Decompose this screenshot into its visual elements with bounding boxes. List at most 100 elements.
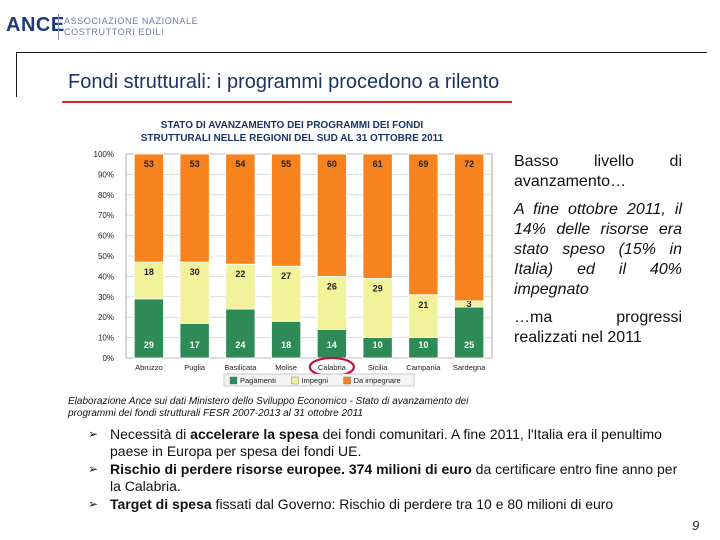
data-label: 24 xyxy=(235,340,245,350)
y-tick-label: 40% xyxy=(98,272,114,281)
x-category-label: Molise xyxy=(275,363,297,372)
bullet-item: ➢ Necessità di accelerare la spesa dei f… xyxy=(88,426,688,460)
bar-segment xyxy=(133,153,164,263)
data-label: 18 xyxy=(144,267,154,277)
data-label: 60 xyxy=(327,159,337,169)
bar-segment xyxy=(179,322,210,359)
bullet-text-post: dei fondi comunitari. A fine 2011, l'Ita… xyxy=(110,426,662,459)
page-number: 9 xyxy=(692,518,700,533)
logo-subtitle-line1: ASSOCIAZIONE NAZIONALE xyxy=(64,16,199,26)
bar-segment xyxy=(133,298,164,359)
legend-swatch xyxy=(343,376,351,385)
logo-subtitle-line2: COSTRUTTORI EDILI xyxy=(64,27,165,37)
bar-segment xyxy=(271,153,302,267)
bullet-text-post: da certificare entro fine anno per la Ca… xyxy=(110,461,678,494)
y-tick-label: 100% xyxy=(94,150,114,159)
x-category-label: Basilicata xyxy=(224,363,257,372)
stacked-bar-chart: STATO DI AVANZAMENTO DEI PROGRAMMI DEI F… xyxy=(94,120,493,387)
bar-segment xyxy=(454,306,485,359)
x-category-label: Sicilia xyxy=(368,363,388,372)
data-label: 27 xyxy=(281,271,291,281)
bar-segment xyxy=(225,153,256,265)
slide-title: Fondi strutturali: i programmi procedono… xyxy=(68,71,500,93)
legend-label: Impegni xyxy=(301,376,328,385)
data-label: 21 xyxy=(418,300,428,310)
data-label: 10 xyxy=(418,340,428,350)
x-category-label: Abruzzo xyxy=(135,363,163,372)
ance-logo: ANCE xyxy=(6,14,65,36)
x-category-label: Sardegna xyxy=(453,363,486,372)
y-tick-label: 70% xyxy=(98,211,114,220)
legend-swatch xyxy=(229,376,238,385)
bar-segment xyxy=(179,261,210,324)
data-label: 22 xyxy=(235,269,245,279)
legend-box xyxy=(223,373,415,387)
source-note: Elaborazione Ance sui dati Ministero del… xyxy=(68,396,469,419)
y-tick-label: 90% xyxy=(98,170,114,179)
data-label: 10 xyxy=(373,340,383,350)
data-label: 29 xyxy=(144,340,154,350)
bullet-text-bold: Target di spesa xyxy=(110,496,212,512)
bullet-arrow-icon: ➢ xyxy=(88,462,99,476)
bar-segment xyxy=(133,261,164,300)
data-label: 26 xyxy=(327,281,337,291)
data-label: 69 xyxy=(418,159,428,169)
data-label: 29 xyxy=(373,283,383,293)
y-tick-label: 20% xyxy=(98,313,114,322)
bar-segment xyxy=(408,294,439,338)
bullet-list: ➢ Necessità di accelerare la spesa dei f… xyxy=(88,426,688,514)
bullet-text-bold: accelerare la spesa xyxy=(190,426,319,442)
data-label: 3 xyxy=(467,299,472,309)
bullet-text-post: fissati dal Governo: Rischio di perdere … xyxy=(211,496,614,512)
right-panel-p1: Basso livello di avanzamento… xyxy=(514,153,682,190)
bullet-item: ➢ Target di spesa fissati dal Governo: R… xyxy=(88,496,688,513)
data-label: 30 xyxy=(190,267,200,277)
legend-label: Pagamenti xyxy=(240,376,276,385)
y-tick-label: 10% xyxy=(98,334,114,343)
bullet-arrow-icon: ➢ xyxy=(88,427,99,441)
right-panel-p2: A fine ottobre 2011, il 14% delle risors… xyxy=(514,201,682,298)
bar-segment xyxy=(225,308,256,359)
chart-title-line2: STRUTTURALI NELLE REGIONI DEL SUD AL 31 … xyxy=(141,133,444,144)
legend-label: Da impegnare xyxy=(354,376,401,385)
y-tick-label: 50% xyxy=(98,252,114,261)
bar-segment xyxy=(408,153,439,296)
data-label: 17 xyxy=(190,340,200,350)
x-category-label: Calabria xyxy=(318,363,347,372)
bar-segment xyxy=(179,153,210,263)
bullet-text-pre: Necessità di xyxy=(110,426,191,442)
bar-segment xyxy=(454,153,485,302)
data-label: 54 xyxy=(235,159,245,169)
bullet-arrow-icon: ➢ xyxy=(88,497,99,511)
y-tick-label: 60% xyxy=(98,232,114,241)
bar-segment xyxy=(362,278,393,339)
chart-title-line1: STATO DI AVANZAMENTO DEI PROGRAMMI DEI F… xyxy=(161,120,424,131)
x-category-label: Puglia xyxy=(184,363,206,372)
data-label: 25 xyxy=(464,340,474,350)
data-label: 53 xyxy=(190,159,200,169)
data-label: 18 xyxy=(281,340,291,350)
y-tick-label: 0% xyxy=(102,354,114,363)
right-panel-p3: …ma progressi realizzati nel 2011 xyxy=(514,309,682,346)
bar-segment xyxy=(316,275,347,330)
bullet-item: ➢ Rischio di perdere risorse europee. 37… xyxy=(88,461,688,495)
y-tick-label: 30% xyxy=(98,293,114,302)
title-underline xyxy=(62,101,512,103)
logo-subtitle: ASSOCIAZIONE NAZIONALE COSTRUTTORI EDILI xyxy=(64,16,198,38)
data-label: 61 xyxy=(373,159,383,169)
title-frame xyxy=(16,52,707,97)
data-label: 72 xyxy=(464,159,474,169)
bar-segment xyxy=(271,320,302,359)
right-panel: Basso livello di avanzamento… A fine ott… xyxy=(514,152,682,356)
bar-segment xyxy=(316,153,347,277)
logo-divider xyxy=(58,14,59,40)
data-label: 14 xyxy=(327,340,337,350)
bar-segment xyxy=(362,153,393,279)
bullet-text-bold: Rischio di perdere risorse europee. 374 … xyxy=(110,461,472,477)
data-label: 55 xyxy=(281,159,291,169)
legend-swatch xyxy=(291,376,299,385)
y-tick-label: 80% xyxy=(98,191,114,200)
x-category-label: Campania xyxy=(406,363,441,372)
data-label: 53 xyxy=(144,159,154,169)
bar-segment xyxy=(225,263,256,310)
